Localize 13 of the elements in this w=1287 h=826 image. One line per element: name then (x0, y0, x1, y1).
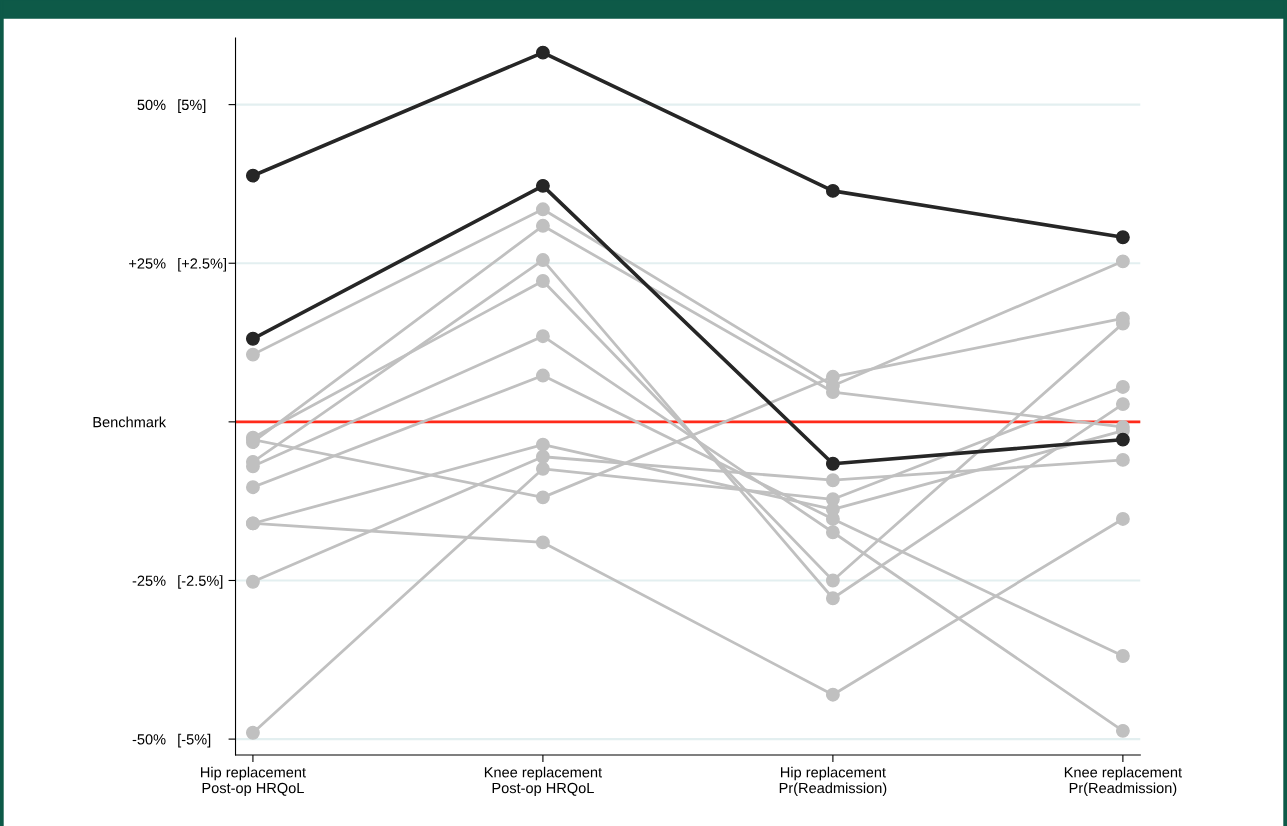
y2-tick-label: [-5%] (178, 733, 211, 748)
y-tick-label: 50% (137, 99, 166, 111)
y-tick-label: +25% (129, 258, 166, 269)
x-tick-label: Knee replacement Post-op HRQoL (484, 766, 602, 797)
y-tick-label: Benchmark (93, 416, 167, 428)
y-tick-label: -25% (132, 575, 166, 586)
y2-tick-label: [5%] (178, 99, 206, 113)
y-tick-label: -50% (132, 734, 166, 745)
x-tick-label: Hip replacement Post-op HRQoL (201, 766, 306, 797)
x-tick-label: Hip replacement Pr(Readmission) (779, 766, 887, 797)
y2-tick-label: [+2.5%] (178, 257, 227, 272)
y2-tick-label: [-2.5%] (178, 575, 223, 589)
x-tick-label: Knee replacement Pr(Readmission) (1064, 766, 1182, 797)
